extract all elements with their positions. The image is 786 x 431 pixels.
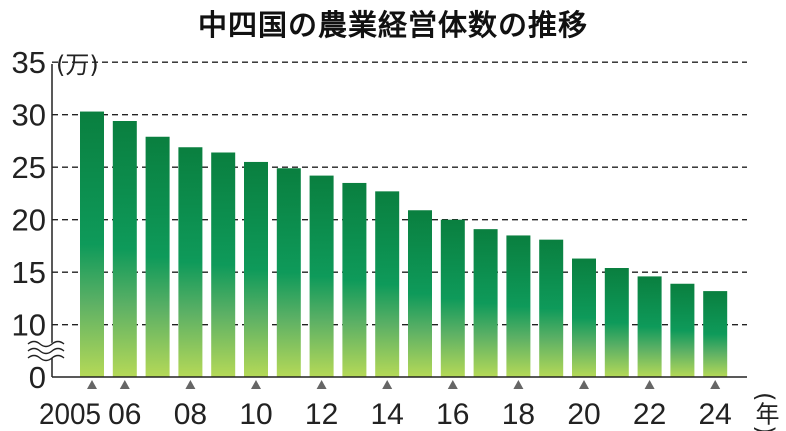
axis-break-icon bbox=[27, 340, 65, 362]
x-tick-marker bbox=[316, 380, 327, 389]
chart-title: 中四国の農業経営体数の推移 bbox=[197, 8, 588, 42]
x-tick-marker bbox=[710, 380, 721, 389]
bar-12 bbox=[309, 175, 334, 377]
bar-16 bbox=[440, 219, 465, 377]
bar-17 bbox=[473, 229, 498, 377]
bar-11 bbox=[276, 168, 301, 377]
x-tick-marker bbox=[644, 380, 655, 389]
axis-break-mask bbox=[25, 341, 67, 360]
bar-20 bbox=[572, 258, 596, 377]
x-tick-label: 18 bbox=[502, 398, 535, 431]
x-tick-marker bbox=[87, 380, 97, 389]
y-tick-label: 20 bbox=[12, 203, 46, 238]
x-tick-label: 12 bbox=[305, 398, 338, 431]
y-tick-label: 0 bbox=[29, 360, 46, 395]
x-tick-label: 14 bbox=[371, 398, 404, 431]
bar-18 bbox=[506, 235, 531, 377]
y-tick-label: 15 bbox=[12, 255, 46, 290]
bar-09 bbox=[211, 152, 236, 377]
x-tick-label: 2005 bbox=[39, 398, 101, 431]
x-tick-label: 22 bbox=[633, 398, 666, 431]
bar-13 bbox=[342, 182, 367, 377]
bar-06 bbox=[112, 121, 137, 377]
x-tick-label: 16 bbox=[436, 398, 469, 431]
x-axis-unit: (年) bbox=[751, 392, 779, 431]
bar-10 bbox=[244, 161, 268, 377]
x-tick-marker bbox=[119, 380, 130, 389]
x-tick-marker bbox=[251, 380, 261, 389]
bar-14 bbox=[375, 191, 400, 377]
bar-07 bbox=[145, 136, 170, 377]
x-tick-marker bbox=[447, 380, 458, 389]
y-tick-label: 10 bbox=[12, 308, 46, 343]
x-tick-label: 20 bbox=[567, 398, 600, 431]
bar-23 bbox=[670, 283, 695, 377]
x-tick-marker bbox=[382, 380, 393, 389]
x-tick-marker bbox=[579, 380, 589, 389]
bar-24 bbox=[703, 291, 728, 377]
bar-08 bbox=[178, 147, 203, 377]
x-tick-label: 10 bbox=[239, 398, 272, 431]
bar-15 bbox=[408, 210, 432, 377]
y-tick-label: 30 bbox=[12, 98, 46, 133]
bar-21 bbox=[604, 268, 629, 377]
x-tick-marker bbox=[513, 380, 524, 389]
bar-19 bbox=[539, 239, 564, 377]
x-tick-label: 08 bbox=[174, 398, 207, 431]
bar-2005 bbox=[80, 111, 104, 378]
x-tick-label: 06 bbox=[108, 398, 141, 431]
y-axis-unit: (万) bbox=[56, 51, 99, 79]
y-tick-label: 35 bbox=[12, 45, 46, 80]
y-tick-label: 25 bbox=[12, 150, 46, 185]
x-tick-label: 24 bbox=[699, 398, 732, 431]
bar-22 bbox=[637, 276, 662, 377]
x-tick-marker bbox=[185, 380, 196, 389]
